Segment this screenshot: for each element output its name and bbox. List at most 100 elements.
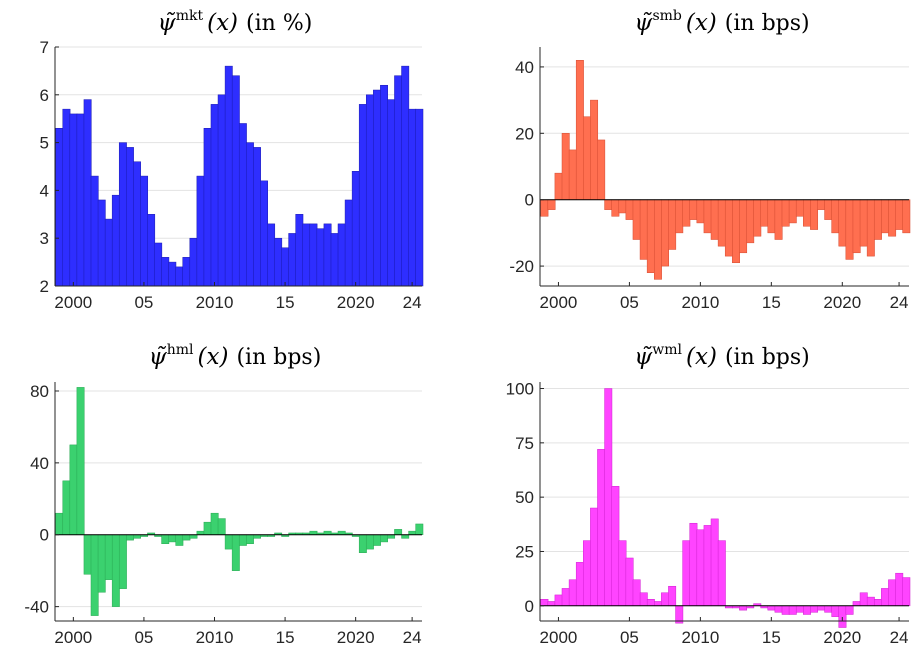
bar [316, 228, 325, 287]
bar [182, 534, 191, 541]
bar [632, 199, 641, 240]
title-unit: (in bps) [725, 11, 810, 36]
x-tick-label: 05 [620, 293, 639, 312]
bar [668, 199, 677, 250]
bar [231, 75, 240, 287]
bar [547, 199, 556, 210]
title-unit: (in bps) [236, 345, 321, 370]
bar [803, 199, 811, 227]
y-tick-label: 5 [40, 134, 49, 153]
bar [83, 534, 92, 575]
bar [126, 147, 134, 287]
bar [62, 108, 71, 287]
bar [611, 486, 620, 607]
bar [625, 557, 634, 607]
title-argument: (x) [207, 10, 238, 36]
bar [604, 388, 613, 607]
bar [888, 199, 897, 237]
bar [597, 449, 606, 607]
bar [97, 534, 106, 593]
y-tick-label: -40 [24, 598, 49, 617]
bar [260, 180, 268, 287]
bar [817, 605, 826, 611]
x-tick-label: 24 [890, 293, 909, 312]
bar [838, 199, 847, 247]
bar [554, 172, 563, 200]
bar [859, 199, 868, 247]
x-tick-label: 15 [762, 628, 781, 647]
bar [133, 534, 141, 539]
bar [189, 237, 198, 287]
x-tick-label: 2020 [823, 628, 861, 647]
bar [69, 113, 78, 287]
y-tick-label: 4 [40, 181, 49, 200]
subplot-mkt: 2 3 4 5 6 7 2000 05 2010 15 2020 24 ψ̃mkt (x) (in %) [40, 8, 424, 312]
x-tick-label: 15 [276, 628, 295, 647]
bar [902, 577, 911, 607]
title-unit: (in bps) [725, 345, 810, 370]
y-tick-label: 0 [525, 191, 534, 210]
bar [90, 534, 99, 616]
bar [415, 108, 424, 287]
bar [583, 540, 591, 607]
bar [639, 592, 648, 607]
bar [717, 540, 726, 607]
bar [866, 596, 875, 607]
y-tick-label: 20 [515, 124, 534, 143]
y-tick-label: 6 [40, 86, 49, 105]
x-tick-label: 2010 [196, 293, 234, 312]
bar [895, 199, 904, 230]
y-tick-label: 80 [30, 382, 49, 401]
x-tick-label: 2020 [337, 628, 375, 647]
bar [881, 199, 889, 234]
bar [154, 242, 163, 287]
title-argument: (x) [198, 344, 229, 370]
bar [76, 387, 85, 535]
y-tick-label: 40 [30, 454, 49, 473]
bar [753, 199, 762, 237]
bar [746, 199, 755, 244]
bar [675, 199, 684, 234]
bar [817, 199, 826, 210]
bar [873, 199, 882, 240]
bar [83, 99, 92, 287]
bar [365, 534, 374, 550]
bar [365, 94, 374, 287]
bar [394, 529, 403, 535]
x-tick-label: 05 [134, 628, 153, 647]
bar [732, 199, 740, 264]
title-superscript: smb [652, 8, 681, 24]
bar [845, 605, 854, 615]
bar [69, 444, 78, 535]
y-tick-label: 2 [40, 277, 49, 296]
title-argument: (x) [686, 344, 717, 370]
bar [380, 534, 388, 543]
bar [104, 534, 113, 580]
bar [147, 214, 156, 287]
bar [668, 585, 677, 607]
title-symbol: ψ̃ [634, 344, 653, 370]
bar [196, 175, 205, 287]
bar [710, 518, 719, 607]
bar [246, 142, 254, 287]
bar [231, 534, 240, 571]
y-tick-label: 7 [40, 38, 49, 57]
bar [774, 605, 783, 613]
bar [302, 223, 311, 287]
x-tick-label: 24 [403, 293, 422, 312]
x-tick-label: 05 [620, 628, 639, 647]
x-tick-label: 2000 [540, 628, 578, 647]
bar [373, 89, 381, 287]
bar [639, 199, 648, 260]
bar [401, 534, 410, 539]
bar [182, 257, 191, 287]
bar [682, 540, 691, 607]
subplot-wml: 0 25 50 75 100 2000 05 2010 15 2020 24 ψ̃wml (x) (in … [506, 342, 911, 647]
y-tick-label: 0 [40, 526, 49, 545]
bar [611, 199, 620, 217]
bar [724, 199, 733, 257]
title-superscript: wml [652, 342, 682, 358]
subplot-title: ψ̃mkt (x) (in %) [158, 8, 313, 36]
bar [175, 266, 184, 287]
